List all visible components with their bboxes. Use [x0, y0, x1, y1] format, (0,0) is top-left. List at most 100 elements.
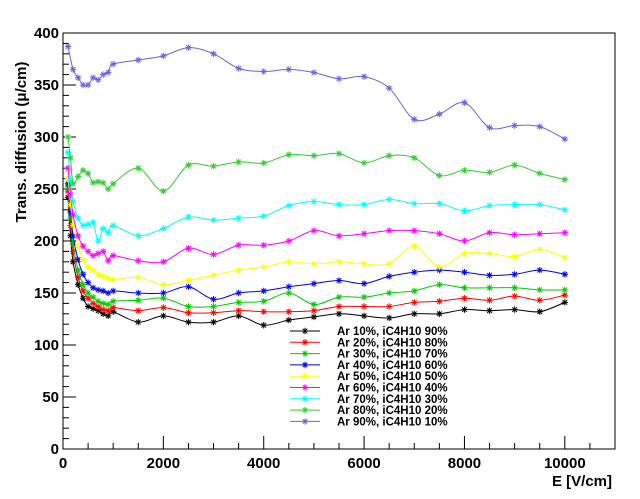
data-point: [511, 122, 518, 129]
y-tick-label: 350: [34, 77, 59, 94]
data-point: [335, 293, 343, 301]
data-point: [411, 299, 418, 306]
data-point: [235, 214, 242, 222]
data-point: [260, 263, 267, 271]
data-point: [360, 260, 368, 268]
data-point: [411, 227, 418, 234]
data-point: [436, 172, 443, 179]
data-point: [210, 303, 217, 310]
data-point: [335, 150, 343, 157]
data-point: [135, 289, 142, 297]
data-point: [335, 232, 343, 239]
data-point: [89, 252, 97, 259]
data-point: [436, 110, 443, 118]
data-point: [561, 286, 569, 294]
data-point: [210, 50, 217, 57]
data-point: [64, 43, 72, 50]
legend-marker: [301, 373, 309, 380]
data-point: [436, 200, 443, 207]
data-point: [260, 308, 267, 315]
data-point: [135, 318, 142, 326]
data-point: [436, 298, 443, 305]
data-point: [104, 229, 112, 236]
data-point: [461, 284, 468, 291]
data-point: [335, 75, 343, 82]
data-point: [285, 289, 293, 297]
legend-entry: Ar 50%, iC4H10 50%: [290, 371, 448, 383]
data-point: [260, 159, 267, 167]
data-point: [185, 161, 192, 169]
y-tick-label: 0: [51, 441, 59, 458]
data-point: [360, 159, 368, 167]
data-point: [84, 263, 92, 271]
legend-entry: Ar 70%, iC4H10 30%: [290, 394, 448, 406]
data-point: [436, 281, 443, 288]
data-point: [94, 76, 102, 83]
data-point: [536, 297, 543, 304]
legend-entry: Ar 20%, iC4H10 80%: [290, 337, 448, 349]
data-point: [135, 232, 142, 239]
data-point: [486, 169, 493, 176]
data-point: [67, 191, 74, 198]
data-point: [360, 312, 368, 320]
data-point: [104, 307, 112, 314]
data-point: [235, 299, 242, 306]
data-point: [385, 260, 393, 268]
data-point: [135, 307, 142, 314]
data-point: [89, 179, 97, 186]
data-point: [94, 178, 102, 185]
data-point: [84, 279, 92, 286]
x-axis-title: E [V/cm]: [552, 473, 612, 490]
data-point: [385, 314, 393, 322]
data-point: [79, 271, 87, 278]
data-point: [210, 162, 217, 170]
legend-label: Ar 90%, iC4H10 10%: [337, 416, 448, 428]
data-point: [64, 165, 72, 172]
data-point: [99, 248, 107, 255]
legend-marker: [301, 418, 309, 425]
data-point: [185, 245, 192, 252]
data-point: [74, 173, 82, 180]
data-point: [511, 253, 518, 260]
data-point: [561, 176, 569, 183]
data-point: [99, 71, 107, 78]
data-point: [84, 289, 92, 297]
series-9: [64, 43, 569, 143]
data-point: [109, 222, 117, 229]
data-point: [94, 250, 102, 257]
legend-marker: [301, 361, 309, 369]
data-point: [109, 304, 117, 311]
data-point: [411, 287, 418, 295]
data-point: [160, 281, 167, 288]
data-point: [360, 303, 368, 310]
data-point: [89, 74, 97, 81]
data-point: [210, 272, 217, 279]
y-tick-label: 150: [34, 285, 59, 302]
data-point: [160, 289, 167, 297]
data-point: [536, 286, 543, 294]
data-point: [285, 237, 293, 245]
data-point: [310, 260, 318, 268]
data-point: [235, 158, 242, 166]
series-line: [67, 46, 566, 140]
legend-entry: Ar 30%, iC4H10 70%: [290, 349, 448, 361]
data-point: [84, 81, 92, 89]
data-point: [385, 227, 393, 234]
data-point: [235, 241, 242, 249]
x-tick-label: 6000: [347, 455, 380, 472]
data-point: [89, 293, 97, 301]
data-point: [99, 300, 107, 307]
data-point: [436, 230, 443, 237]
data-point: [104, 301, 112, 308]
legend-entry: Ar 60%, iC4H10 40%: [290, 383, 448, 395]
data-point: [109, 298, 117, 305]
data-point: [185, 309, 192, 316]
data-point: [79, 287, 87, 295]
axes: 0 2000 4000 6000 8000 10000 0 50 100 150 200 250 300…: [34, 25, 616, 472]
series-7: [64, 149, 569, 245]
data-point: [335, 201, 343, 208]
y-axis-title: Trans. diffusion (μ/cm): [13, 62, 30, 223]
data-point: [536, 170, 543, 177]
data-point: [135, 297, 142, 304]
